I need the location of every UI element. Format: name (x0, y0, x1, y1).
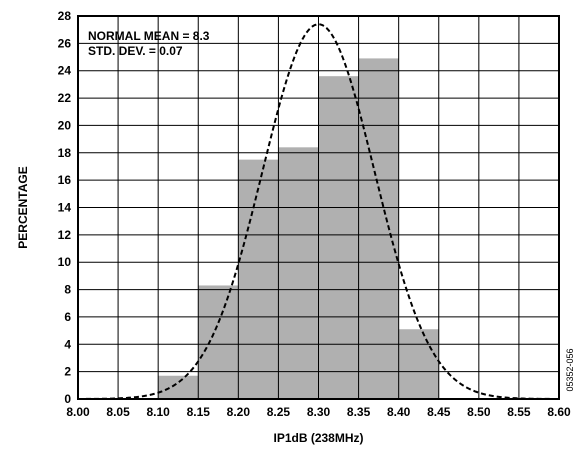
x-tick-label: 8.35 (347, 405, 371, 419)
histogram-bar (358, 58, 399, 400)
y-tick-label: 14 (58, 201, 72, 215)
y-tick-label: 20 (58, 118, 72, 132)
y-tick-label: 24 (58, 64, 72, 78)
y-tick-label: 28 (58, 9, 72, 23)
plot-frame (77, 15, 560, 400)
x-tick-label: 8.25 (267, 405, 291, 419)
normal-fit-curve (78, 23, 559, 400)
histogram-bar (278, 147, 319, 399)
y-tick-label: 8 (64, 283, 71, 297)
histogram-bars (158, 58, 439, 400)
figure-id: 05352-056 (565, 348, 575, 391)
annotation-mean: NORMAL MEAN = 8.3 (88, 29, 210, 43)
x-tick-label: 8.30 (307, 405, 331, 419)
histogram-bar (318, 76, 359, 399)
x-tick-label: 8.55 (507, 405, 531, 419)
x-tick-label: 8.20 (227, 405, 251, 419)
x-tick-label: 8.05 (106, 405, 130, 419)
x-tick-label: 8.10 (146, 405, 170, 419)
y-tick-label: 4 (64, 337, 71, 351)
y-tick-label: 10 (58, 255, 72, 269)
y-tick-label: 0 (64, 392, 71, 406)
x-tick-label: 8.45 (427, 405, 451, 419)
y-tick-label: 6 (64, 310, 71, 324)
y-tick-label: 26 (58, 36, 72, 50)
histogram-bar (198, 285, 239, 399)
y-tick-label: 2 (64, 365, 71, 379)
x-tick-label: 8.60 (547, 405, 571, 419)
histogram-bar (238, 159, 279, 399)
x-tick-label: 8.50 (467, 405, 491, 419)
y-tick-label: 16 (58, 173, 72, 187)
y-tick-label: 12 (58, 228, 72, 242)
x-tick-label: 8.40 (387, 405, 411, 419)
histogram-bar (398, 329, 439, 399)
x-tick-label: 8.00 (66, 405, 90, 419)
x-tick-labels: 8.00 8.05 8.10 8.15 8.20 8.25 8.30 8.35 8.40 8.45… (66, 405, 571, 419)
y-tick-label: 22 (58, 91, 72, 105)
y-axis-label: PERCENTAGE (16, 166, 30, 248)
x-axis-label: IP1dB (238MHz) (273, 431, 363, 445)
y-tick-label: 18 (58, 146, 72, 160)
grid-lines (77, 15, 560, 400)
histogram-bar (158, 375, 199, 399)
x-tick-label: 8.15 (187, 405, 211, 419)
annotation-std-dev: STD. DEV. = 0.07 (88, 44, 183, 58)
